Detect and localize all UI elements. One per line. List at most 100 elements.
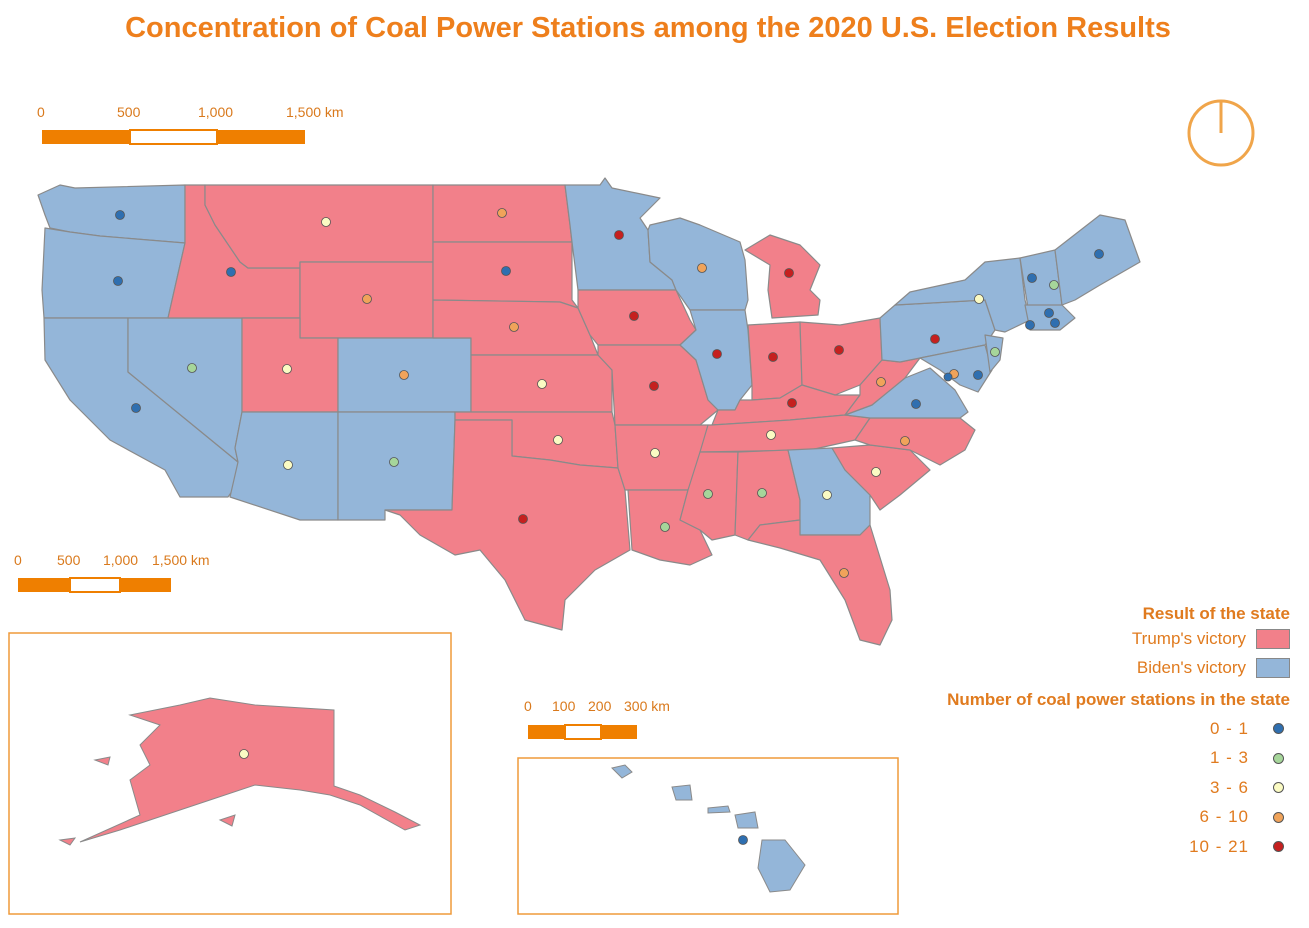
- legend-count-title: Number of coal power stations in the sta…: [947, 690, 1290, 709]
- marker-south-carolina: [871, 467, 881, 477]
- state-alaska: [79, 697, 422, 843]
- marker-louisiana: [660, 522, 670, 532]
- scale-bar-alaska: 0 500 1,000 1,500 km: [14, 552, 210, 593]
- hawaii-inset-frame: [517, 757, 899, 915]
- marker-new-jersey: [990, 347, 1000, 357]
- marker-georgia: [822, 490, 832, 500]
- marker-wyoming: [362, 294, 372, 304]
- marker-utah: [282, 364, 292, 374]
- state-hawaii-big-island: [757, 839, 806, 893]
- marker-vermont: [1027, 273, 1037, 283]
- legend-class-dot: [1273, 841, 1284, 853]
- marker-washington: [115, 210, 125, 220]
- marker-dc: [943, 372, 953, 382]
- scale-label-1000: 1,000: [198, 104, 233, 120]
- states-layer: [37, 177, 1141, 646]
- state-new-york: [894, 257, 1031, 333]
- marker-oregon: [113, 276, 123, 286]
- legend-class-row: 3 - 6: [870, 773, 1290, 803]
- legend-class-dot: [1273, 782, 1284, 794]
- legend-biden-label: Biden's victory: [1136, 657, 1246, 677]
- alaska-inset-frame: [8, 632, 452, 915]
- state-hawaii-maui: [734, 811, 759, 829]
- marker-michigan: [784, 268, 794, 278]
- legend-class-label: 1 - 3: [1209, 748, 1249, 768]
- marker-rhode-island: [1050, 318, 1060, 328]
- marker-kansas: [537, 379, 547, 389]
- marker-oklahoma: [553, 435, 563, 445]
- scale-label-ak-0: 0: [14, 552, 22, 568]
- marker-ohio: [834, 345, 844, 355]
- legend-class-row: 6 - 10: [870, 803, 1290, 833]
- marker-new-hampshire: [1049, 280, 1059, 290]
- marker-wisconsin: [697, 263, 707, 273]
- marker-colorado: [399, 370, 409, 380]
- legend-class-row: 10 - 21: [870, 832, 1290, 862]
- legend-trump-row: Trump's victory: [870, 624, 1290, 653]
- state-maine: [1054, 214, 1141, 306]
- legend-class-dot: [1273, 811, 1284, 823]
- marker-florida: [839, 568, 849, 578]
- legend-trump-label: Trump's victory: [1131, 628, 1246, 648]
- marker-massachusetts: [1044, 308, 1054, 318]
- marker-maine: [1094, 249, 1104, 259]
- marker-arizona: [283, 460, 293, 470]
- scale-label-hi-300: 300 km: [624, 698, 670, 714]
- marker-tennessee: [766, 430, 776, 440]
- marker-indiana: [768, 352, 778, 362]
- marker-north-carolina: [900, 436, 910, 446]
- legend-class-label: 3 - 6: [1209, 777, 1249, 797]
- marker-pennsylvania: [930, 334, 940, 344]
- legend-class-dot: [1273, 752, 1284, 764]
- marker-hawaii: [738, 835, 748, 845]
- state-hawaii-niihau: [611, 764, 633, 779]
- scale-label-0: 0: [37, 104, 45, 120]
- marker-nevada: [187, 363, 197, 373]
- marker-alabama: [757, 488, 767, 498]
- alaska-inset: [58, 697, 422, 846]
- marker-new-york: [974, 294, 984, 304]
- scale-bar-hawaii: 0 100 200 300 km: [524, 698, 670, 740]
- marker-south-dakota: [501, 266, 511, 276]
- legend-class-label: 6 - 10: [1199, 807, 1249, 827]
- marker-new-mexico: [389, 457, 399, 467]
- legend-trump-swatch: [1256, 628, 1290, 649]
- marker-mississippi: [703, 489, 713, 499]
- hawaii-inset: [611, 764, 806, 893]
- legend-biden-row: Biden's victory: [870, 653, 1290, 682]
- marker-california: [131, 403, 141, 413]
- marker-iowa: [629, 311, 639, 321]
- scale-label-hi-100: 100: [552, 698, 576, 714]
- map-title: Concentration of Coal Power Stations amo…: [125, 12, 1171, 44]
- scale-label-1500: 1,500 km: [286, 104, 344, 120]
- marker-west-virginia: [876, 377, 886, 387]
- legend-class-label: 10 - 21: [1189, 836, 1249, 856]
- legend-result-title: Result of the state: [1142, 604, 1290, 623]
- legend-class-label: 0 - 1: [1209, 718, 1249, 738]
- scale-label-ak-1000: 1,000: [103, 552, 138, 568]
- marker-illinois: [712, 349, 722, 359]
- state-hawaii-molokai: [707, 805, 731, 814]
- marker-kentucky: [787, 398, 797, 408]
- legend-class-row: 0 - 1: [870, 714, 1290, 744]
- marker-connecticut: [1025, 320, 1035, 330]
- scale-label-hi-200: 200: [588, 698, 612, 714]
- scale-label-ak-1500: 1,500 km: [152, 552, 210, 568]
- coal-station-markers: [113, 208, 1104, 845]
- state-maryland-delaware: [919, 344, 993, 393]
- marker-idaho: [226, 267, 236, 277]
- legend-class-dot: [1273, 723, 1284, 735]
- marker-montana: [321, 217, 331, 227]
- marker-alaska: [239, 749, 249, 759]
- marker-arkansas: [650, 448, 660, 458]
- legend-biden-swatch: [1256, 657, 1290, 678]
- scale-label-500: 500: [117, 104, 141, 120]
- state-oregon: [41, 227, 186, 319]
- scale-bar-main: 0 500 1,000 1,500 km: [37, 104, 344, 145]
- marker-north-dakota: [497, 208, 507, 218]
- marker-minnesota: [614, 230, 624, 240]
- marker-virginia: [911, 399, 921, 409]
- scale-label-ak-500: 500: [57, 552, 81, 568]
- north-arrow-icon: [1187, 99, 1255, 167]
